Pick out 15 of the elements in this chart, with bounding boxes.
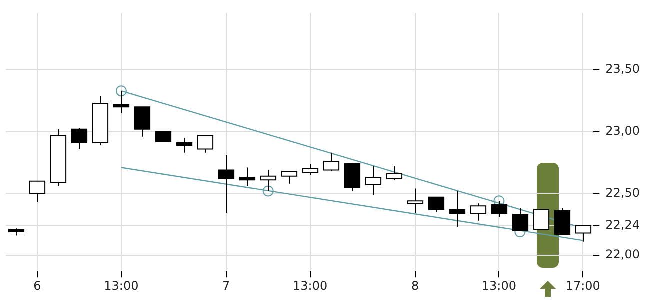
y-tick-label: 23,50: [606, 62, 640, 76]
x-tick-label: 7: [222, 278, 230, 293]
x-tick-label: 13:00: [293, 278, 328, 293]
x-tick-label: 13:00: [104, 278, 139, 293]
x-tick-label: 6: [34, 278, 42, 293]
x-tick-label: 17:00: [566, 278, 600, 293]
y-tick-label: 22,24: [606, 218, 640, 232]
point: [116, 86, 127, 97]
y-tick-label: 22,50: [606, 186, 640, 200]
x-tick-label: 13:00: [482, 278, 516, 293]
candlestick: [134, 106, 151, 138]
y-tick-label: 22,00: [606, 248, 640, 262]
point: [262, 186, 274, 197]
y-tick-label: 23,00: [606, 124, 640, 138]
x-tick-label: 8: [411, 278, 420, 293]
